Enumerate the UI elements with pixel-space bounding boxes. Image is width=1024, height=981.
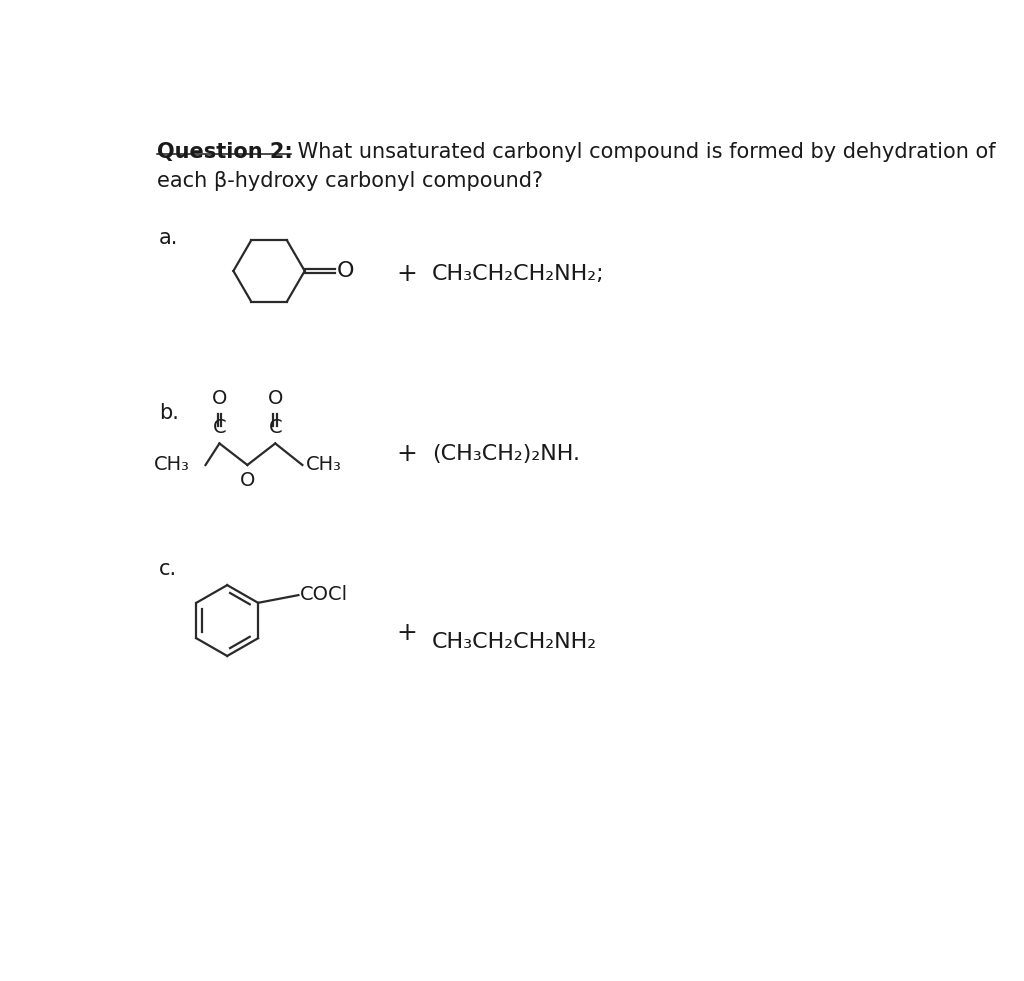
- Text: (CH₃CH₂)₂NH.: (CH₃CH₂)₂NH.: [432, 444, 580, 464]
- Text: +: +: [396, 621, 418, 645]
- Text: each β-hydroxy carbonyl compound?: each β-hydroxy carbonyl compound?: [158, 171, 544, 191]
- Text: O: O: [337, 261, 354, 281]
- Text: What unsaturated carbonyl compound is formed by dehydration of: What unsaturated carbonyl compound is fo…: [291, 141, 995, 162]
- Text: a.: a.: [159, 228, 178, 248]
- Text: CH₃: CH₃: [306, 455, 342, 475]
- Text: O: O: [267, 389, 283, 408]
- Text: O: O: [212, 389, 227, 408]
- Text: C: C: [268, 418, 282, 438]
- Text: CH₃CH₂CH₂NH₂: CH₃CH₂CH₂NH₂: [432, 632, 597, 652]
- Text: O: O: [240, 471, 255, 490]
- Text: CH₃CH₂CH₂NH₂;: CH₃CH₂CH₂NH₂;: [432, 264, 604, 284]
- Text: +: +: [396, 442, 418, 466]
- Text: b.: b.: [159, 403, 179, 424]
- Text: COCl: COCl: [300, 585, 348, 604]
- Text: c.: c.: [159, 559, 177, 579]
- Text: CH₃: CH₃: [155, 455, 190, 475]
- Text: Question 2:: Question 2:: [158, 141, 293, 162]
- Text: C: C: [213, 418, 226, 438]
- Text: +: +: [396, 262, 418, 286]
